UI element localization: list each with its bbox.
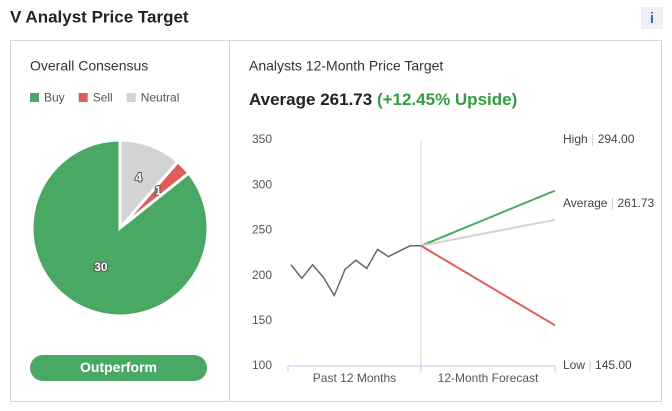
headline-label: Average (249, 90, 315, 109)
forecast-name: Low (563, 358, 585, 372)
target-title: Analysts 12-Month Price Target (249, 58, 443, 74)
info-button[interactable] (641, 7, 663, 29)
pie-slice (30, 138, 210, 318)
slice-label: 4 (135, 171, 142, 185)
panel-border (10, 40, 662, 402)
y-tick-label: 100 (252, 358, 272, 372)
y-tick-label: 350 (252, 132, 272, 146)
legend-swatch (78, 93, 88, 102)
consensus-button[interactable] (30, 355, 207, 381)
y-tick-label: 300 (252, 177, 272, 191)
legend-label: Sell (93, 91, 113, 105)
forecast-line (420, 189, 556, 247)
forecast-line (420, 218, 556, 247)
price-line (290, 245, 411, 298)
legend-label: Neutral (141, 91, 180, 105)
slice-label: 30 (94, 260, 108, 274)
consensus-title: Overall Consensus (30, 58, 148, 74)
legend-swatch (126, 93, 136, 102)
x-section-label: 12-Month Forecast (438, 371, 539, 385)
forecast-value: 145.00 (595, 358, 632, 372)
y-tick-label: 150 (252, 313, 272, 327)
y-tick-label: 200 (252, 268, 272, 282)
info-icon[interactable]: i (650, 10, 654, 27)
x-section-label: Past 12 Months (313, 371, 396, 385)
forecast-line (420, 244, 556, 327)
forecast-name: Average (563, 196, 608, 210)
forecast-value: 261.73 (617, 196, 654, 210)
consensus-label[interactable]: Outperform (80, 359, 157, 375)
page-title: V Analyst Price Target (10, 7, 189, 26)
legend-swatch (30, 93, 39, 102)
legend-label: Buy (44, 91, 65, 105)
forecast-value: 294.00 (598, 132, 635, 146)
headline: Average 261.73 (+12.45% Upside) (249, 90, 517, 109)
y-tick-label: 250 (252, 223, 272, 237)
headline-value: 261.73 (320, 90, 372, 109)
forecast-name: High (563, 132, 588, 146)
slice-label: 1 (155, 184, 162, 198)
headline-upside: (+12.45% Upside) (377, 90, 517, 109)
